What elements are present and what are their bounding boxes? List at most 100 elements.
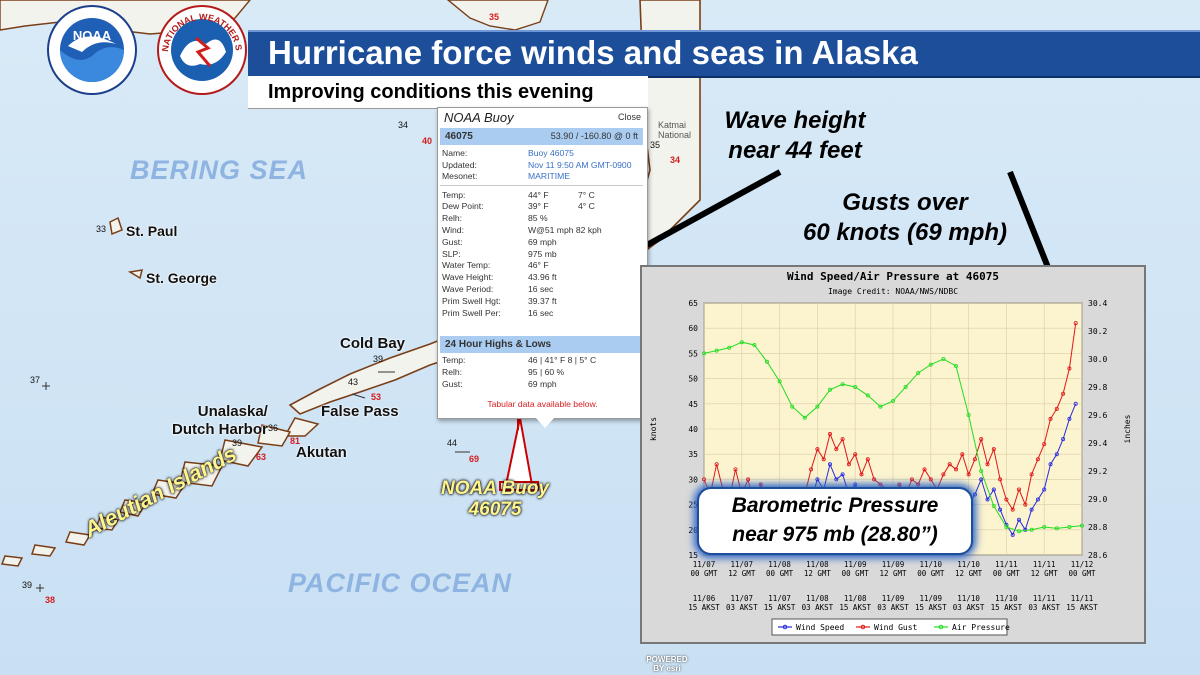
data-point-wind-speed xyxy=(1016,517,1021,522)
popup-row-value-metric: 4° C xyxy=(578,201,595,212)
data-point-wind-gust xyxy=(1042,442,1047,447)
x-tick-label-akst: 15 AKST xyxy=(764,603,796,612)
legend-marker-air-pressure xyxy=(938,624,944,630)
popup-row: Prim Swell Per: 16 sec xyxy=(442,308,642,319)
data-point-wind-gust xyxy=(979,437,984,442)
data-point-air-pressure xyxy=(1054,526,1059,531)
data-point-wind-gust xyxy=(746,477,751,482)
popup-row-label: Water Temp: xyxy=(442,260,491,271)
popup-row-value[interactable]: Buoy 46075 xyxy=(528,148,574,158)
popup-row-label: Wind: xyxy=(442,224,464,235)
x-tick-label-gmt: 12 GMT xyxy=(955,569,983,578)
data-point-air-pressure xyxy=(840,382,845,387)
data-point-air-pressure xyxy=(1079,523,1084,528)
x-tick-label-akst: 11/08 xyxy=(844,594,867,603)
popup-row: Wave Period: 16 sec xyxy=(442,284,642,295)
y2-tick-label: 30.4 xyxy=(1088,299,1107,308)
popup-row-value[interactable]: MARITIME xyxy=(528,171,571,181)
popup-row: Name: Buoy 46075 xyxy=(442,148,642,159)
data-point-air-pressure xyxy=(1029,527,1034,532)
station-gust: 38 xyxy=(45,595,56,605)
station-obs[interactable]: 39 xyxy=(22,580,33,590)
data-point-wind-speed xyxy=(1048,462,1053,467)
chart-legend xyxy=(771,618,1008,636)
data-point-wind-gust xyxy=(815,447,820,452)
headline-banner: Hurricane force winds and seas in Alaska xyxy=(248,30,1200,78)
station-gust: 40 xyxy=(422,136,433,146)
legend-label-air-pressure: Air Pressure xyxy=(952,623,1010,632)
popup-close-button[interactable]: Close xyxy=(617,112,641,122)
station-obs[interactable]: 35 xyxy=(650,140,661,150)
popup-row: Relh: 85 % xyxy=(442,213,642,224)
x-tick-label-gmt: 11/11 xyxy=(995,560,1018,569)
x-tick-label-gmt: 00 GMT xyxy=(993,569,1021,578)
data-point-wind-gust xyxy=(1016,487,1021,492)
station-obs[interactable]: 39 xyxy=(373,354,384,364)
popup-title: NOAA Buoy xyxy=(444,110,514,125)
popup-highs-bar: 24 Hour Highs & Lows xyxy=(440,336,643,353)
popup-row: Gust: 69 mph xyxy=(442,379,642,390)
gusts-annotation: Gusts over 60 knots (69 mph) xyxy=(802,189,1008,246)
data-point-wind-gust xyxy=(758,482,763,487)
station-obs[interactable]: 34 xyxy=(398,120,409,130)
data-point-wind-speed xyxy=(972,492,977,497)
aleutian-islands xyxy=(0,216,320,567)
y-tick-label: 20 xyxy=(688,526,698,535)
station-gust: 34 xyxy=(670,155,681,165)
station-obs[interactable]: 37 xyxy=(30,375,41,385)
y2-tick-label: 30.0 xyxy=(1088,355,1107,364)
station-obs[interactable]: 39 xyxy=(232,438,243,448)
data-point-wind-gust xyxy=(1054,406,1059,411)
y-tick-label: 50 xyxy=(688,375,698,384)
popup-row-value: 69 mph xyxy=(528,236,557,247)
data-point-wind-gust xyxy=(998,477,1003,482)
popup-row-value: 95 | 60 % xyxy=(528,367,565,377)
popup-row-value-metric: 7° C xyxy=(578,189,595,200)
pacific-ocean-label: PACIFIC OCEAN xyxy=(288,568,513,598)
popup-row: Temp: 46 | 41° F 8 | 5° C xyxy=(442,355,642,366)
popup-row-label: Relh: xyxy=(442,213,463,224)
popup-coords: 53.90 / -160.80 @ 0 ft xyxy=(550,131,638,141)
station-obs[interactable]: 44 xyxy=(447,438,458,448)
place-cold-bay: Cold Bay xyxy=(340,335,406,352)
x-tick-label-akst: 03 AKST xyxy=(726,603,758,612)
data-point-wind-gust xyxy=(859,472,864,477)
data-point-air-pressure xyxy=(752,343,757,348)
data-point-wind-gust xyxy=(840,437,845,442)
data-point-wind-speed xyxy=(1023,527,1028,532)
popup-tabular-link[interactable]: Tabular data available below. xyxy=(487,399,598,409)
x-tick-label-gmt: 00 GMT xyxy=(917,569,945,578)
x-tick-label-gmt: 11/08 xyxy=(806,560,829,569)
data-point-wind-gust xyxy=(916,482,921,487)
x-tick-label-gmt: 12 GMT xyxy=(1031,569,1059,578)
station-gust: 81 xyxy=(290,436,301,446)
data-point-air-pressure xyxy=(853,385,858,390)
station-gust: 53 xyxy=(371,392,382,402)
data-point-wind-speed xyxy=(840,472,845,477)
x-tick-label-gmt: 11/07 xyxy=(731,560,754,569)
data-point-air-pressure xyxy=(966,412,971,417)
data-point-wind-gust xyxy=(853,452,858,457)
popup-row-label: Temp: xyxy=(442,355,466,365)
katmai-label: Katmai National xyxy=(658,120,692,140)
station-obs[interactable]: 36 xyxy=(268,423,279,433)
x-tick-label-akst: 15 AKST xyxy=(839,603,871,612)
y2-axis-label: inches xyxy=(1123,414,1132,443)
x-tick-label-gmt: 11/10 xyxy=(957,560,980,569)
data-point-wind-speed xyxy=(1042,487,1047,492)
station-obs[interactable]: 43 xyxy=(348,377,359,387)
data-point-wind-gust xyxy=(960,452,965,457)
data-point-wind-gust xyxy=(991,447,996,452)
y2-tick-label: 30.2 xyxy=(1088,327,1107,336)
buoy-popup: NOAA Buoy Close 46075 53.90 / -160.80 @ … xyxy=(437,107,648,428)
data-point-air-pressure xyxy=(890,398,895,403)
y-tick-label: 60 xyxy=(688,324,698,333)
data-point-air-pressure xyxy=(903,385,908,390)
x-tick-label-akst: 15 AKST xyxy=(915,603,947,612)
x-tick-label-gmt: 12 GMT xyxy=(804,569,832,578)
station-obs[interactable]: 33 xyxy=(96,224,107,234)
buoy-label: NOAA Buoy 46075 xyxy=(440,478,550,520)
data-point-wind-gust xyxy=(941,472,946,477)
popup-row-value[interactable]: Nov 11 9:50 AM GMT-0900 xyxy=(528,159,632,170)
popup-row-value: 69 mph xyxy=(528,379,557,389)
